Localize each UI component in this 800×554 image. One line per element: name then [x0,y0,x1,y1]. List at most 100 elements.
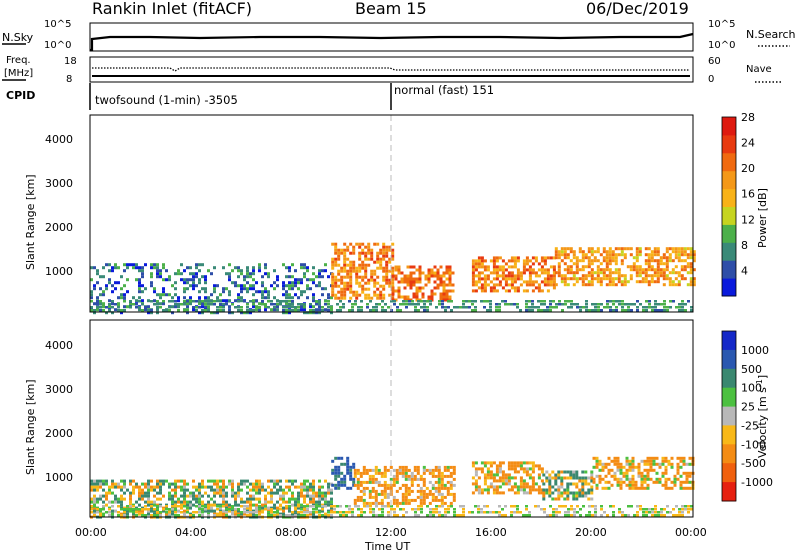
station-title: Rankin Inlet (fitACF) [92,0,252,18]
freq-label-line1: Freq. [6,55,31,66]
vel-plot-near-range [90,505,693,517]
vel-ytick-3000: 3000 [45,383,73,396]
x-axis-label: Time UT [364,540,410,553]
xtick-1: 04:00 [175,526,207,539]
vel-cbar-swatch-4 [722,406,736,426]
cpid-segment-1: twofsound (1-min) -3505 [95,93,238,107]
freq-right-tick-top: 60 [708,56,721,67]
power-colorbar-label: Power [dB] [756,188,769,248]
power-ytick-2000: 2000 [45,221,73,234]
vel-cbar-tick-1: 500 [741,363,762,376]
power-heatmap [90,242,696,315]
xtick-5: 20:00 [575,526,607,539]
power-colorbar: 4 8 12 16 20 24 28 [722,111,755,297]
freq-right-tick-bottom: 0 [708,74,714,85]
vel-plot-region-4 [542,470,594,501]
nsky-right-tick-top: 10^5 [708,19,735,30]
freq-left-tick-bottom: 8 [66,74,72,85]
power-cbar-swatch-5 [722,188,736,207]
vel-cbar-swatch-3 [722,387,736,408]
freq-label-line2: [MHz] [4,68,33,79]
vel-ytick-2000: 2000 [45,427,73,440]
velocity-y-ticks: 1000 2000 3000 4000 [45,339,73,484]
power-cbar-tick-4: 4 [741,264,748,277]
nsky-left-tick-top: 10^5 [44,19,71,30]
xtick-4: 16:00 [475,526,507,539]
power-cbar-tick-12: 12 [741,213,755,226]
vel-cbar-tick-5: -100 [741,438,766,451]
vel-plot-region-5 [592,456,695,490]
nsearch-label: N.Search [746,28,796,41]
power-cbar-tick-8: 8 [741,239,748,252]
power-cbar-tick-28: 28 [741,111,755,124]
power-plot-region-4 [554,247,696,287]
power-cbar-swatch-8 [722,134,736,154]
x-axis: 00:00 04:00 08:00 12:00 16:00 20:00 00:0… [75,526,707,553]
nsky-label: N.Sky [2,31,34,44]
power-plot-near-range [90,300,693,312]
vel-ytick-1000: 1000 [45,471,73,484]
xtick-2: 08:00 [275,526,307,539]
velocity-colorbar-label: Velocity [m s-1] [755,375,769,458]
power-cbar-swatch-2 [722,242,736,261]
vel-cbar-tick-6: -500 [741,457,766,470]
vel-plot-region-2 [353,465,456,505]
xtick-3: 12:00 [375,526,407,539]
nsky-trace [90,32,694,52]
power-plot-region-3 [471,256,556,293]
xtick-6: 00:00 [675,526,707,539]
power-cbar-tick-20: 20 [741,162,755,175]
power-panel: 1000 2000 3000 4000 Slant Range [km] 4 8 1… [24,111,769,315]
cpid-label: CPID [6,89,35,102]
power-cbar-swatch-1 [722,260,736,279]
power-y-ticks: 1000 2000 3000 4000 [45,133,73,278]
vel-plot-region-0 [90,479,333,519]
nave-label: Nave [746,64,772,75]
power-ylabel: Slant Range [km] [24,174,37,270]
vel-cbar-swatch-8 [722,482,736,502]
power-cbar-swatch-4 [722,206,736,225]
vel-cbar-swatch-1 [722,349,736,370]
date-title: 06/Dec/2019 [586,0,689,18]
power-cbar-swatch-7 [722,152,736,172]
power-cbar-swatch-9 [722,117,736,136]
beam-title: Beam 15 [355,0,427,18]
vel-cbar-swatch-7 [722,463,736,483]
power-cbar-swatch-3 [722,224,736,243]
velocity-heatmap [90,456,695,519]
nsky-right-tick-bottom: 10^0 [708,40,735,51]
cpid-row: CPID twofsound (1-min) -3505 normal (fas… [6,83,494,110]
power-plot-region-2 [391,265,455,302]
power-cbar-swatch-0 [722,278,736,297]
freq-panel: Freq. [MHz] 18 8 60 0 Nave [2,55,782,85]
power-cbar-tick-16: 16 [741,188,755,201]
power-cbar-tick-24: 24 [741,137,755,150]
vel-cbar-swatch-5 [722,425,736,445]
vel-cbar-tick-4: -25 [741,419,759,432]
power-ytick-1000: 1000 [45,265,73,278]
nsky-left-tick-bottom: 10^0 [44,40,71,51]
vel-cbar-swatch-2 [722,368,736,389]
power-plot-region-1 [331,242,395,300]
nave-trace [92,67,690,72]
xtick-0: 00:00 [75,526,107,539]
vel-cbar-tick-7: -1000 [741,476,773,489]
power-ytick-3000: 3000 [45,177,73,190]
power-plot-region-0 [90,263,333,315]
power-ytick-4000: 4000 [45,133,73,146]
freq-left-tick-top: 18 [64,56,77,67]
vel-plot-region-3 [471,461,544,495]
cpid-segment-2: normal (fast) 151 [394,83,494,97]
vel-cbar-tick-0: 1000 [741,344,769,357]
velocity-ylabel: Slant Range [km] [24,379,37,475]
vel-cbar-tick-3: 25 [741,401,755,414]
power-cbar-swatch-6 [722,170,736,190]
vel-ytick-4000: 4000 [45,339,73,352]
velocity-colorbar: 1000 500 100 25 -25 -100 -500 -1000 [722,331,773,502]
velocity-panel: 1000 2000 3000 4000 Slant Range [km] 100… [24,319,773,519]
vel-cbar-swatch-6 [722,444,736,464]
vel-cbar-tick-2: 100 [741,382,762,395]
nsky-panel: N.Sky 10^5 10^0 10^5 10^0 N.Search [2,19,796,52]
vel-plot-region-1 [331,456,356,490]
